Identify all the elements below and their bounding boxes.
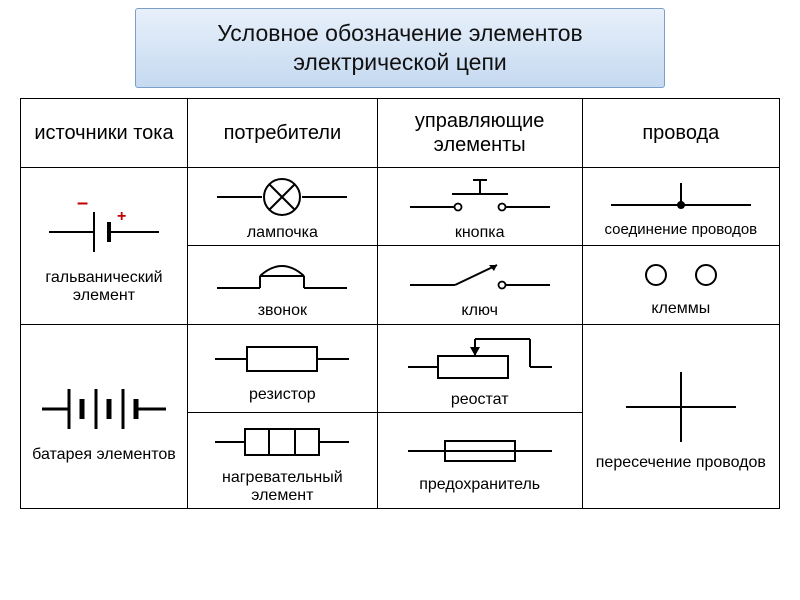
table-header-row: источники тока потребители управляющие э…: [21, 98, 780, 167]
symbols-table: источники тока потребители управляющие э…: [20, 98, 780, 510]
cell-heater: нагревательный элемент: [187, 413, 377, 509]
heater-icon: [207, 417, 357, 467]
cell-lamp: лампочка: [187, 167, 377, 246]
cell-label: звонок: [190, 302, 375, 320]
switch-icon: [405, 250, 555, 300]
cell-junction: соединение проводов: [582, 167, 779, 246]
cell-label: предохранитель: [380, 476, 580, 494]
wire-crossing-icon: [616, 362, 746, 452]
title-line2: электрической цепи: [293, 49, 507, 75]
galvanic-cell-icon: – +: [39, 187, 169, 267]
cell-label: лампочка: [190, 224, 375, 242]
title-line1: Условное обозначение элементов: [217, 20, 583, 46]
cell-label: гальванический элемент: [23, 269, 185, 304]
cell-label: батарея элементов: [23, 446, 185, 464]
cell-bell: звонок: [187, 246, 377, 325]
cell-button: кнопка: [377, 167, 582, 246]
cell-battery: батарея элементов: [21, 324, 188, 509]
resistor-icon: [207, 334, 357, 384]
svg-text:+: +: [117, 208, 126, 225]
cell-label: клеммы: [585, 300, 777, 318]
cell-rheostat: реостат: [377, 324, 582, 413]
wire-junction-icon: [606, 175, 756, 220]
lamp-icon: [212, 172, 352, 222]
cell-fuse: предохранитель: [377, 413, 582, 509]
svg-text:–: –: [77, 192, 88, 214]
pushbutton-icon: [405, 172, 555, 222]
cell-label: соединение проводов: [585, 222, 777, 239]
table-row: батарея элементов резистор реостат: [21, 324, 780, 413]
terminals-icon: [611, 253, 751, 298]
cell-label: нагревательный элемент: [190, 469, 375, 504]
battery-icon: [34, 369, 174, 444]
rheostat-icon: [400, 329, 560, 389]
header-col2: потребители: [187, 98, 377, 167]
header-col4: провода: [582, 98, 779, 167]
page-title: Условное обозначение элементов электриче…: [135, 8, 665, 88]
cell-label: ключ: [380, 302, 580, 320]
bell-icon: [212, 250, 352, 300]
cell-label: резистор: [190, 386, 375, 404]
cell-terminals: клеммы: [582, 246, 779, 325]
header-col1: источники тока: [21, 98, 188, 167]
cell-crossing: пересечение проводов: [582, 324, 779, 509]
cell-label: кнопка: [380, 224, 580, 242]
cell-label: реостат: [380, 391, 580, 409]
header-col3: управляющие элементы: [377, 98, 582, 167]
table-row: – + гальванический элемент лампочка: [21, 167, 780, 246]
cell-switch: ключ: [377, 246, 582, 325]
cell-resistor: резистор: [187, 324, 377, 413]
cell-galvanic: – + гальванический элемент: [21, 167, 188, 324]
fuse-icon: [400, 429, 560, 474]
cell-label: пересечение проводов: [585, 454, 777, 472]
